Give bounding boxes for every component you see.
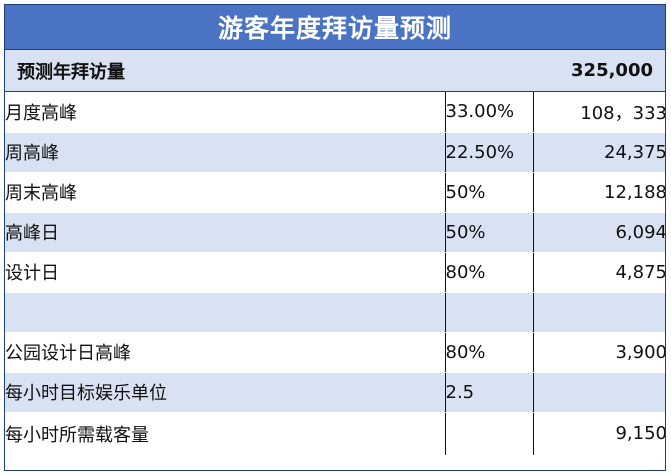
row-value: 3,900 xyxy=(533,332,665,373)
table-row: 高峰日 50% 6,094 xyxy=(5,212,665,253)
forecast-table: 游客年度拜访量预测 预测年拜访量 325,000 月度高峰 33.00% 108… xyxy=(4,4,666,471)
row-value xyxy=(533,372,665,413)
table-row: 周高峰 22.50% 24,375 xyxy=(5,132,665,173)
row-label: 每小时目标娱乐单位 xyxy=(5,372,446,413)
row-percent: 50% xyxy=(445,172,534,213)
row-label: 每小时所需载客量 xyxy=(5,412,446,456)
row-value xyxy=(533,292,665,333)
row-percent: 2.5 xyxy=(445,372,534,413)
row-label xyxy=(5,292,446,333)
table-row: 周末高峰 50% 12,188 xyxy=(5,172,665,213)
row-label: 月度高峰 xyxy=(5,92,446,133)
table-row: 公园设计日高峰 80% 3,900 xyxy=(5,332,665,373)
row-value: 12,188 xyxy=(533,172,665,213)
table-title: 游客年度拜访量预测 xyxy=(5,5,665,50)
row-percent: 80% xyxy=(445,252,534,293)
row-value: 4,875 xyxy=(533,252,665,293)
table-row: 月度高峰 33.00% 108，333 xyxy=(5,92,665,133)
summary-value: 325,000 xyxy=(571,60,653,81)
row-percent: 50% xyxy=(445,212,534,253)
row-percent: 22.50% xyxy=(445,132,534,173)
table-row xyxy=(5,292,665,333)
table-row: 每小时目标娱乐单位 2.5 xyxy=(5,372,665,413)
row-value: 108，333 xyxy=(533,92,665,133)
row-label: 高峰日 xyxy=(5,212,446,253)
row-label: 公园设计日高峰 xyxy=(5,332,446,373)
row-value: 24,375 xyxy=(533,132,665,173)
row-percent xyxy=(445,292,534,333)
table-row: 每小时所需载客量 9,150 xyxy=(5,412,665,456)
data-table: 月度高峰 33.00% 108，333 周高峰 22.50% 24,375 周末… xyxy=(5,92,665,456)
row-value: 9,150 xyxy=(533,412,665,456)
summary-row: 预测年拜访量 325,000 xyxy=(5,50,665,92)
row-percent: 80% xyxy=(445,332,534,373)
summary-label: 预测年拜访量 xyxy=(17,61,125,83)
row-label: 周末高峰 xyxy=(5,172,446,213)
row-percent: 33.00% xyxy=(445,92,534,133)
row-label: 周高峰 xyxy=(5,132,446,173)
table-row: 设计日 80% 4,875 xyxy=(5,252,665,293)
row-percent xyxy=(445,412,534,456)
row-label: 设计日 xyxy=(5,252,446,293)
row-value: 6,094 xyxy=(533,212,665,253)
